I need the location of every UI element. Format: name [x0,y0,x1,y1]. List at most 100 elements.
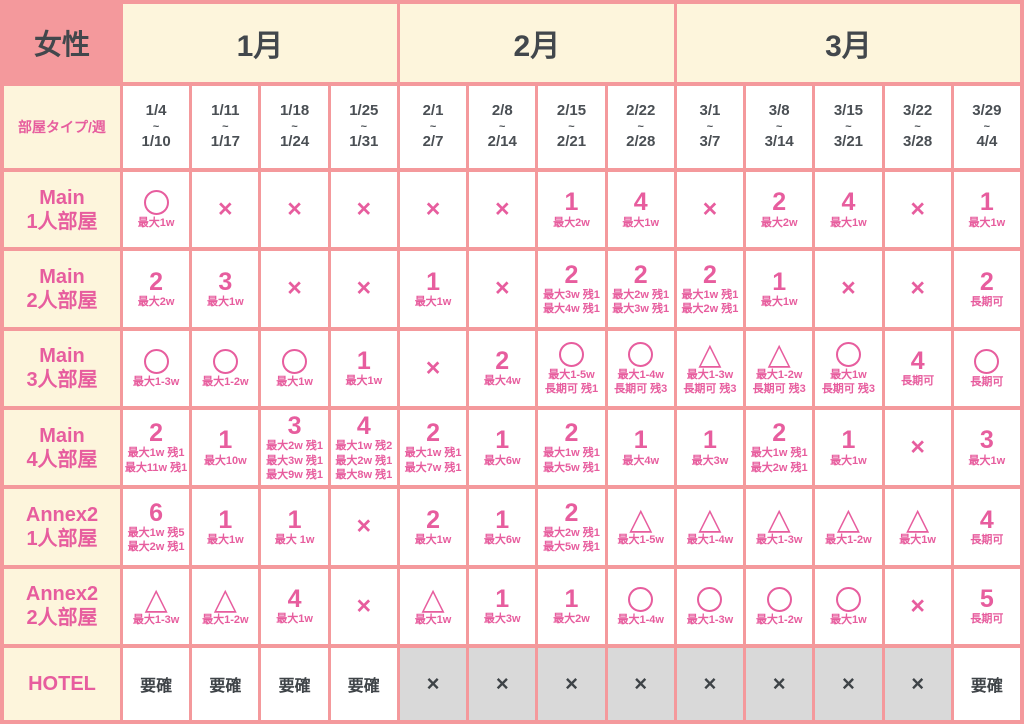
availability-cell: 長期可 [953,330,1020,406]
cross-icon: × [841,274,856,303]
week-header-cell: 3/22 ~3/28 [884,86,951,168]
triangle-icon: △ [906,503,930,537]
availability-cell: 6 最大1w 残5 最大2w 残1 [123,489,190,565]
availability-cell: 1 最大10w [192,410,259,486]
available-count: 1 [426,267,440,296]
room-type-label: Main 4人部屋 [4,410,120,486]
availability-cell: × [192,172,259,248]
cross-icon: × [494,274,510,303]
available-count: 1 [772,267,787,296]
triangle-icon: △ [144,582,168,616]
availability-cell: 最大1-4w 長期可 残3 [607,330,674,406]
availability-note: 最大1-2w [755,368,803,381]
availability-cell: 2 最大2w 残1 最大3w 残1 [607,251,674,327]
availability-cell: 1 最大1w [746,251,813,327]
availability-note: 長期可 残1 [544,382,599,395]
availability-cell: 1 最大1w [399,251,467,327]
confirmation-required-label: 要確 [140,678,173,695]
availability-note: 最大1-3w [686,613,734,626]
available-count: 1 [564,188,579,217]
availability-note: 最大1-2w [202,613,249,626]
hotel-availability-cell: × [676,648,744,720]
cross-icon: × [495,671,509,696]
available-count: 1 [495,426,510,455]
week-end-date: 3/28 [903,133,933,151]
availability-note: 最大1w [414,533,452,546]
availability-cell: × [676,172,744,248]
availability-cell: 1 最大3w [469,568,536,644]
availability-cell: 2 最大2w [123,251,190,327]
hotel-availability-cell: × [884,648,951,720]
availability-cell: 3 最大2w 残1 最大3w 残1 最大9w 残1 [261,410,328,486]
hotel-availability-cell: 要確 [330,648,397,720]
tilde-separator: ~ [983,120,991,133]
cross-icon: × [910,274,925,303]
availability-cell: △ 最大1-3w [123,568,190,644]
availability-cell: 2 最大3w 残1 最大4w 残1 [538,251,605,327]
availability-cell: 4 最大1w [815,172,882,248]
availability-note: 最大1w [276,375,313,388]
availability-note: 最大 1w [274,533,315,546]
availability-note: 最大1w 残1 [404,447,462,460]
available-count: 4 [287,585,302,614]
availability-cell: △ 最大1w [884,489,951,565]
hotel-availability-cell: 要確 [123,648,190,720]
tilde-separator: ~ [499,120,506,133]
available-count: 1 [218,505,233,534]
availability-cell: × [261,172,328,248]
cross-icon: × [910,591,925,620]
availability-cell: 3 最大1w [192,251,259,327]
week-start-date: 2/15 [556,102,587,120]
available-count: 4 [910,347,925,376]
availability-cell: × [330,251,397,327]
available-count: 4 [356,412,371,441]
room-type-label-line: Main [39,424,85,447]
availability-cell: × [330,489,397,565]
availability-note: 長期可 残3 [614,382,668,395]
week-header-cell: 1/25 ~1/31 [330,86,397,168]
circle-icon [628,341,654,367]
available-count: 2 [426,419,440,448]
triangle-icon: △ [213,582,237,616]
tilde-separator: ~ [706,120,714,133]
cross-icon: × [287,274,302,303]
hotel-availability-cell: × [815,648,882,720]
availability-note: 最大8w 残1 [335,468,393,481]
hotel-availability-cell: × [469,648,536,720]
availability-note: 最大1w 残2 [335,440,393,453]
availability-cell: × [330,172,397,248]
triangle-icon: △ [767,503,791,537]
week-header-cell: 1/18 ~1/24 [261,86,328,168]
week-end-date: 3/7 [699,133,721,151]
week-start-date: 3/22 [903,102,933,120]
available-count: 1 [495,585,510,614]
availability-cell: 2 最大2w 残1 最大5w 残1 [538,489,605,565]
room-type-label-line: Annex2 [25,583,99,606]
week-header-cell: 2/8 ~2/14 [469,86,536,168]
availability-cell: 最大1-3w [123,330,190,406]
available-count: 2 [633,260,648,289]
available-count: 5 [979,585,994,614]
available-count: 4 [979,505,994,534]
tilde-separator: ~ [429,120,437,133]
week-start-date: 1/4 [145,102,167,120]
available-count: 2 [495,347,510,376]
circle-icon [282,348,308,374]
cross-icon: × [634,671,648,696]
week-header-cell: 3/8 ~3/14 [746,86,813,168]
week-header-cell: 3/29 ~4/4 [953,86,1020,168]
triangle-icon: △ [698,503,722,537]
available-count: 1 [495,505,510,534]
availability-note: 最大4w [622,454,660,467]
availability-cell: × [884,410,951,486]
triangle-icon: △ [767,337,791,371]
availability-cell: 最大1w [123,172,190,248]
availability-cell: × [261,251,328,327]
availability-note: 長期可 [970,295,1004,308]
room-type-label-line: Main [39,186,85,209]
week-end-date: 1/10 [141,133,171,151]
circle-icon [697,586,723,612]
cross-icon: × [426,671,440,696]
available-count: 1 [287,505,302,534]
availability-note: 最大1w [137,217,175,230]
